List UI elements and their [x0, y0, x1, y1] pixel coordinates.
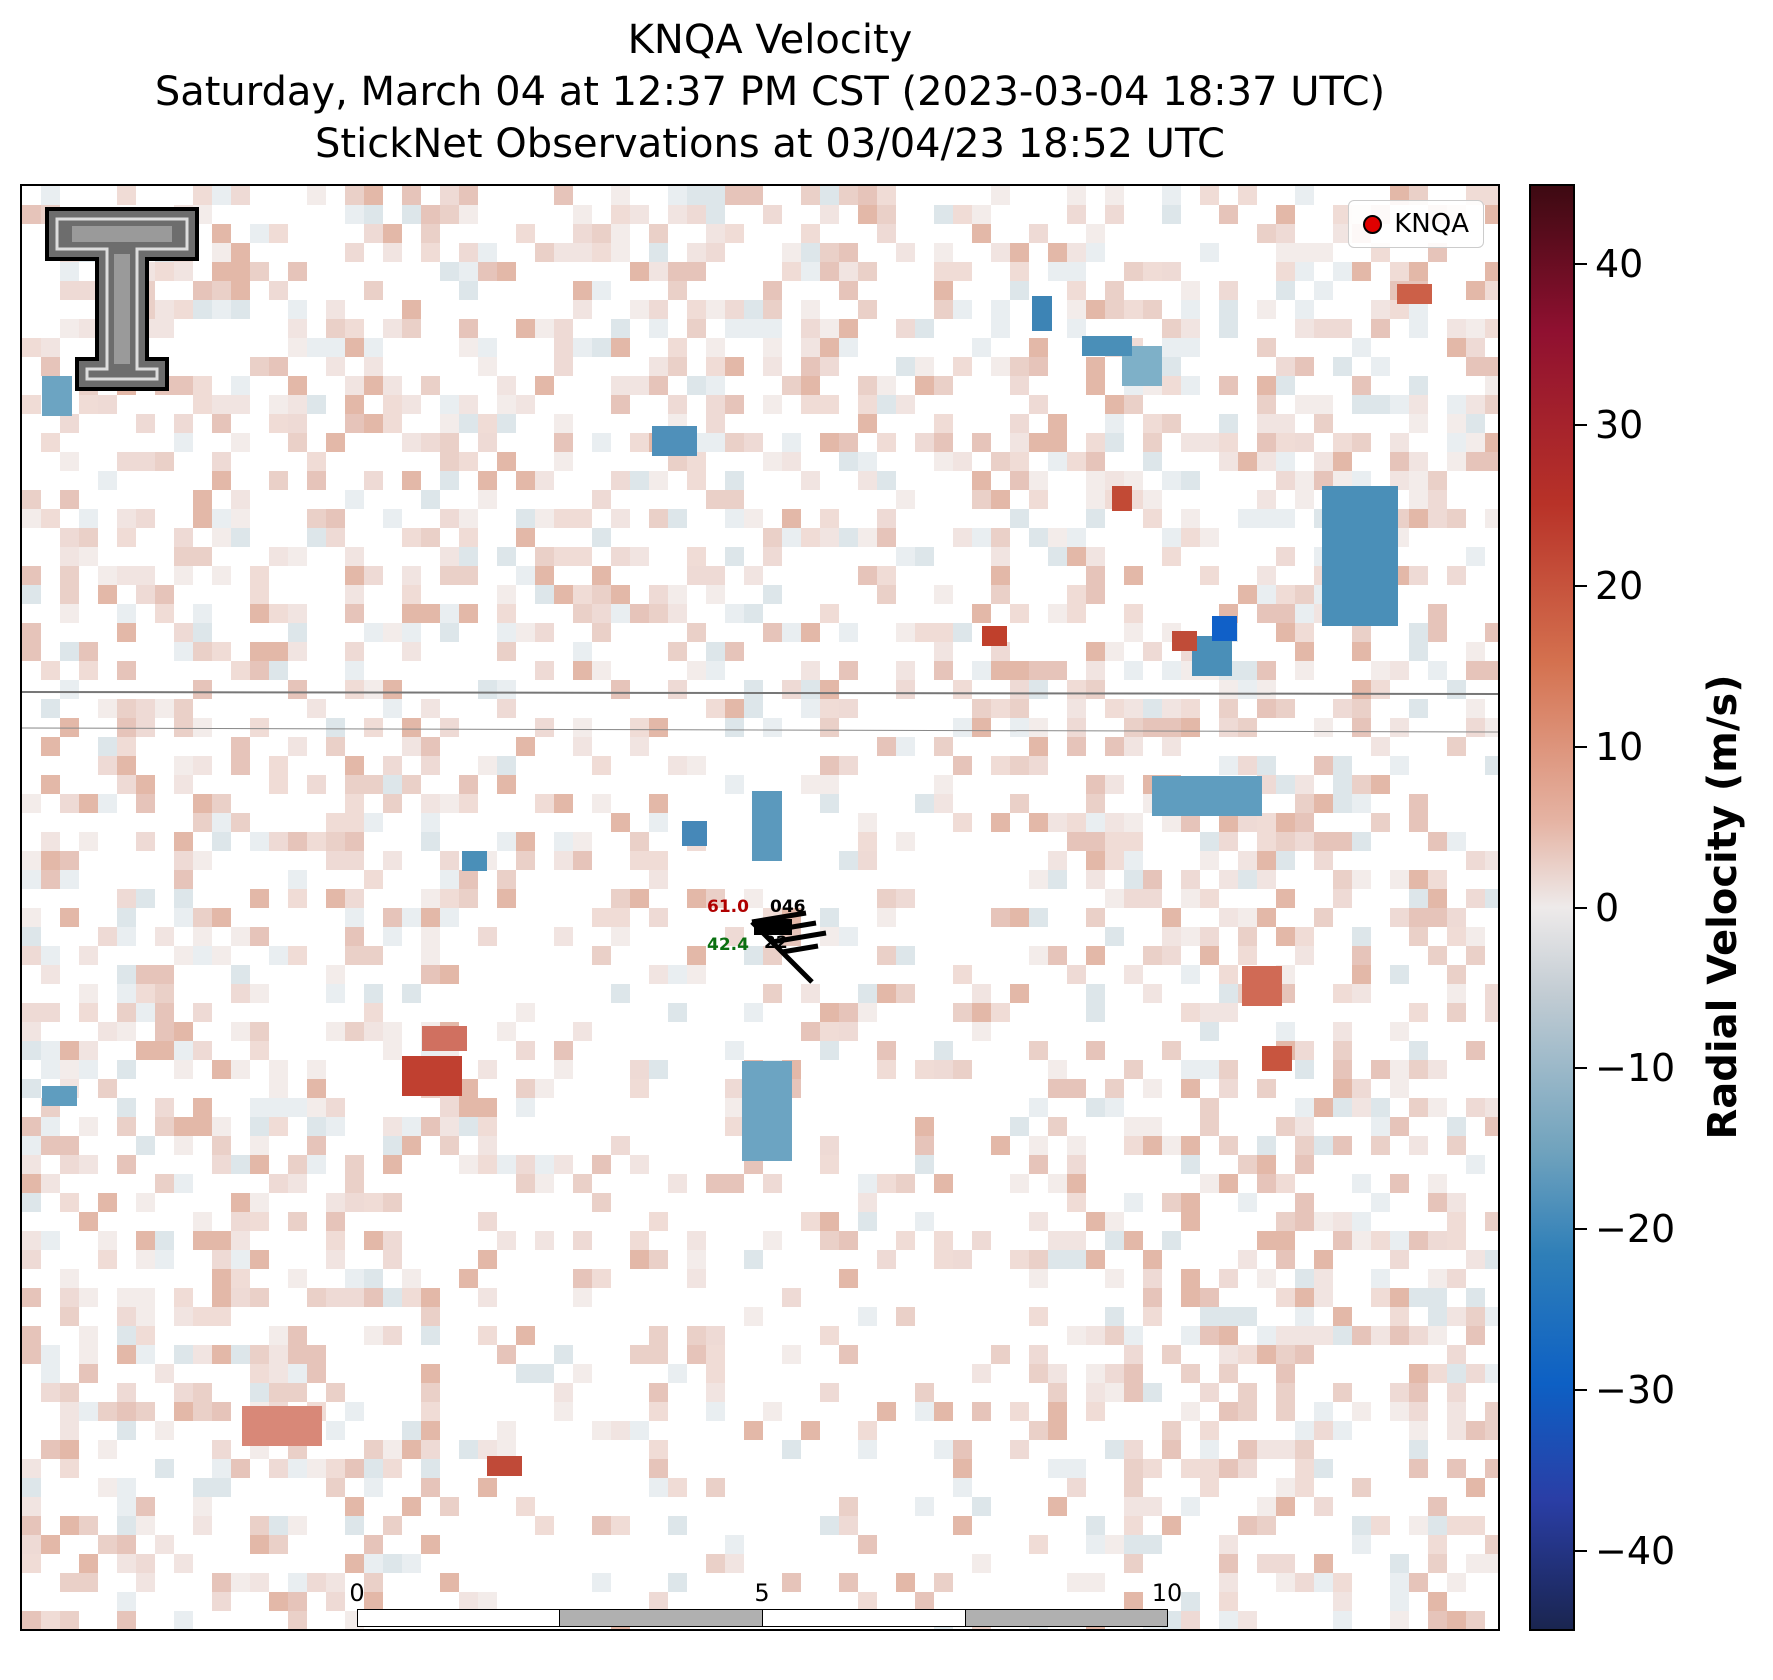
- county-line-upper: [22, 691, 1498, 695]
- colorbar-tick-mark: [1575, 263, 1587, 266]
- texas-tech-logo: [42, 204, 202, 394]
- colorbar-tick-label: −20: [1595, 1207, 1676, 1252]
- wind-barb: [750, 910, 827, 984]
- county-line-lower: [22, 727, 1498, 733]
- temperature-label: 61.0: [707, 897, 749, 917]
- colorbar-tick-mark: [1575, 906, 1587, 909]
- scale-tick-10: 10: [1151, 1579, 1183, 1607]
- colorbar-gradient: [1529, 184, 1575, 1631]
- scale-segment-3: [762, 1609, 966, 1627]
- scale-segment-1: [357, 1609, 560, 1627]
- colorbar-tick-mark: [1575, 745, 1587, 748]
- station-id-label: 046: [770, 897, 806, 917]
- colorbar: 40 30 20 10 0 −10 −20 −30 −40 Radial Velocity (m…: [1525, 184, 1765, 1634]
- colorbar-tick-label: 30: [1595, 403, 1644, 448]
- velocity-pixels: [22, 186, 1498, 1629]
- colorbar-tick-label: −40: [1595, 1528, 1676, 1573]
- colorbar-tick-mark: [1575, 584, 1587, 587]
- colorbar-tick-label: 0: [1595, 885, 1620, 930]
- title-line-radar: KNQA Velocity: [627, 17, 913, 63]
- scale-segment-4: [965, 1609, 1168, 1627]
- colorbar-tick-mark: [1575, 1067, 1587, 1070]
- scale-bar: 0 5 10 km: [349, 1579, 1182, 1629]
- dewpoint-label: 42.4: [707, 935, 749, 955]
- colorbar-title: Radial Velocity (m/s): [1700, 674, 1746, 1140]
- colorbar-tick-label: 40: [1595, 242, 1644, 287]
- plot-title: KNQA Velocity Saturday, March 04 at 12:3…: [20, 14, 1520, 170]
- colorbar-tick-label: −10: [1595, 1046, 1676, 1091]
- radar-map[interactable]: 61.0 046 42.4 22 KNQA 0 5 10 km: [20, 184, 1500, 1631]
- map-legend: KNQA: [1348, 200, 1484, 248]
- scale-tick-5: 5: [754, 1579, 770, 1607]
- colorbar-tick-mark: [1575, 1388, 1587, 1391]
- title-line-obs: StickNet Observations at 03/04/23 18:52 …: [315, 121, 1225, 167]
- scale-segment-2: [559, 1609, 763, 1627]
- colorbar-tick-mark: [1575, 424, 1587, 427]
- colorbar-tick-mark: [1575, 1549, 1587, 1552]
- colorbar-tick-label: 10: [1595, 724, 1644, 769]
- legend-label: KNQA: [1394, 209, 1469, 239]
- wind-direction-label: 22: [764, 933, 788, 953]
- colorbar-tick-label: 20: [1595, 563, 1644, 608]
- radar-site-marker-icon: [1363, 214, 1383, 234]
- colorbar-tick-mark: [1575, 1228, 1587, 1231]
- scale-tick-0: 0: [349, 1579, 365, 1607]
- colorbar-tick-label: −30: [1595, 1367, 1676, 1412]
- title-line-time: Saturday, March 04 at 12:37 PM CST (2023…: [154, 69, 1386, 115]
- velocity-field: [22, 186, 1498, 1629]
